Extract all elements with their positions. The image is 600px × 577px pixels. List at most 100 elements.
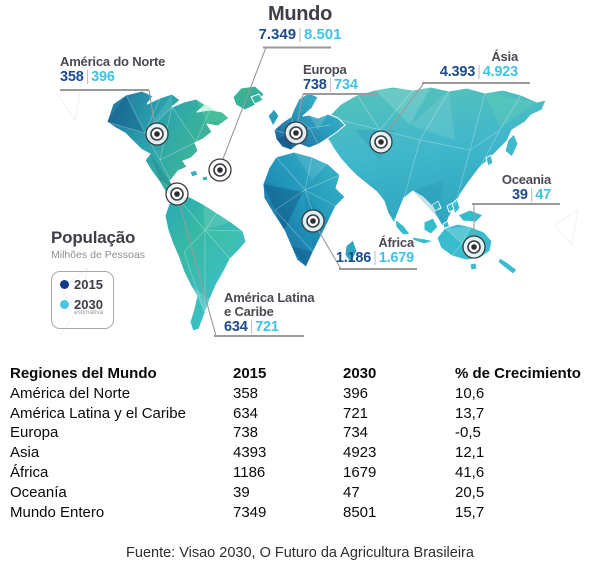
marker-europe bbox=[284, 121, 308, 145]
island-new-guinea bbox=[457, 209, 484, 223]
legend-label-2030: 2030 bbox=[74, 297, 103, 312]
cell-2030: 4923 bbox=[343, 444, 377, 462]
cell-region: Europa bbox=[10, 424, 59, 442]
region-values: 358 | 396 bbox=[60, 69, 165, 86]
island-tasmania bbox=[469, 262, 478, 271]
island-uk bbox=[267, 108, 280, 127]
region-2030-value: 47 bbox=[535, 187, 551, 203]
col-header-2015: 2015 bbox=[233, 365, 267, 382]
lowpoly-facets bbox=[107, 87, 537, 313]
table-row: América del Norte 358 396 10,6 bbox=[10, 384, 596, 404]
label-asia: Ásia 4.393 | 4.923 bbox=[440, 50, 518, 81]
label-europe: Europa 738 | 734 bbox=[303, 63, 358, 94]
region-2015-value: 4.393 bbox=[439, 64, 476, 80]
region-2030-value: 1.679 bbox=[378, 250, 414, 266]
label-leader-lines bbox=[60, 46, 560, 337]
marker-oceania bbox=[462, 235, 486, 259]
continent-asia bbox=[321, 86, 547, 230]
value-separator: | bbox=[477, 64, 481, 80]
value-separator: | bbox=[373, 250, 377, 266]
region-2015-value: 39 bbox=[511, 187, 528, 203]
cell-region: África bbox=[10, 463, 49, 481]
region-name: Oceania bbox=[501, 172, 551, 187]
island-borneo bbox=[423, 217, 439, 235]
legend-box: 2015 2030 estimativa bbox=[51, 271, 114, 329]
region-name: África bbox=[378, 235, 414, 250]
cell-2015: 634 bbox=[233, 404, 259, 422]
legend-subtitle: Milhões de Pessoas bbox=[51, 249, 145, 261]
table-row: América Latina y el Caribe 634 721 13,7 bbox=[10, 404, 596, 424]
col-header-region: Regiones del Mundo bbox=[10, 365, 157, 382]
region-name: América do Norte bbox=[60, 54, 166, 69]
region-values: 1.186 | 1.679 bbox=[336, 250, 414, 267]
legend-title: População bbox=[51, 228, 136, 247]
cell-region: América Latina y el Caribe bbox=[10, 404, 186, 422]
region-2015-value: 634 bbox=[224, 319, 248, 335]
island-caribbean-1 bbox=[189, 169, 199, 178]
region-values: 39 | 47 bbox=[502, 187, 551, 204]
leader-world bbox=[220, 47, 267, 165]
region-name: Ásia bbox=[491, 49, 518, 64]
cell-growth: 15,7 bbox=[455, 503, 485, 521]
ocean-mesh-lines bbox=[57, 79, 579, 336]
col-header-2030: 2030 bbox=[343, 365, 377, 382]
value-separator: | bbox=[529, 187, 534, 203]
world-2015-value: 7.349 bbox=[258, 26, 297, 43]
cell-region: Mundo Entero bbox=[10, 503, 105, 521]
label-world: Mundo 7.349 | 8.501 bbox=[230, 2, 370, 44]
continents bbox=[106, 85, 547, 332]
island-iceland bbox=[250, 93, 264, 105]
region-2015-value: 358 bbox=[60, 69, 84, 85]
table-row: Mundo Entero 7349 8501 15,7 bbox=[10, 503, 596, 523]
cell-2030: 734 bbox=[343, 424, 369, 442]
cell-growth: 10,6 bbox=[455, 384, 485, 402]
cell-2015: 4393 bbox=[233, 444, 267, 462]
continent-south-america bbox=[164, 195, 247, 332]
table-row: África 1186 1679 41,6 bbox=[10, 463, 596, 483]
legend-item-2030: 2030 bbox=[60, 297, 110, 312]
region-name-line1: América Latina bbox=[224, 290, 315, 305]
cell-2015: 358 bbox=[233, 384, 259, 402]
cell-2030: 47 bbox=[343, 483, 360, 501]
legend-dot-2030 bbox=[60, 300, 69, 309]
population-table: Regiones del Mundo 2015 2030 % de Crecim… bbox=[10, 364, 596, 522]
table-row: Asia 4393 4923 12,1 bbox=[10, 443, 596, 463]
island-nw-oceania-2 bbox=[446, 202, 455, 213]
region-2015-value: 738 bbox=[303, 77, 327, 93]
cell-2030: 8501 bbox=[343, 503, 377, 521]
continent-africa bbox=[262, 151, 346, 268]
region-name: Europa bbox=[303, 62, 347, 77]
continent-north-america bbox=[106, 90, 230, 200]
marker-north-america bbox=[145, 122, 169, 146]
legend-item-2015: 2015 bbox=[60, 277, 110, 292]
island-caribbean-2 bbox=[201, 175, 209, 182]
cell-region: Asia bbox=[10, 444, 40, 462]
cell-2030: 1679 bbox=[343, 463, 377, 481]
cell-growth: 13,7 bbox=[455, 404, 485, 422]
marker-latin-america bbox=[165, 182, 189, 206]
table-row: Europa 738 734 -0,5 bbox=[10, 423, 596, 443]
world-title: Mundo bbox=[267, 3, 333, 25]
island-java bbox=[411, 236, 435, 245]
cell-2015: 39 bbox=[233, 483, 250, 501]
value-separator: | bbox=[249, 319, 254, 335]
island-sumatra bbox=[394, 218, 411, 236]
legend: População Milhões de Pessoas 2015 2030 e… bbox=[51, 228, 145, 329]
island-new-zealand bbox=[497, 257, 518, 275]
value-separator: | bbox=[328, 77, 333, 93]
leader-latin-america bbox=[178, 201, 217, 337]
cell-2015: 738 bbox=[233, 424, 259, 442]
leader-europe bbox=[296, 93, 304, 127]
world-map-svg bbox=[57, 46, 579, 337]
label-latin-america: América Latina e Caribe 634 | 721 bbox=[224, 290, 315, 336]
legend-note-estimate: estimativa bbox=[74, 309, 104, 316]
marker-asia bbox=[369, 130, 393, 154]
legend-label-2015: 2015 bbox=[74, 277, 103, 292]
region-values: 4.393 | 4.923 bbox=[440, 64, 518, 81]
world-values: 7.349 | 8.501 bbox=[230, 26, 370, 44]
value-separator: | bbox=[85, 69, 90, 85]
cell-2030: 721 bbox=[343, 404, 369, 422]
cell-region: América del Norte bbox=[10, 384, 131, 402]
region-2030-value: 396 bbox=[91, 69, 115, 85]
island-japan bbox=[504, 133, 519, 158]
